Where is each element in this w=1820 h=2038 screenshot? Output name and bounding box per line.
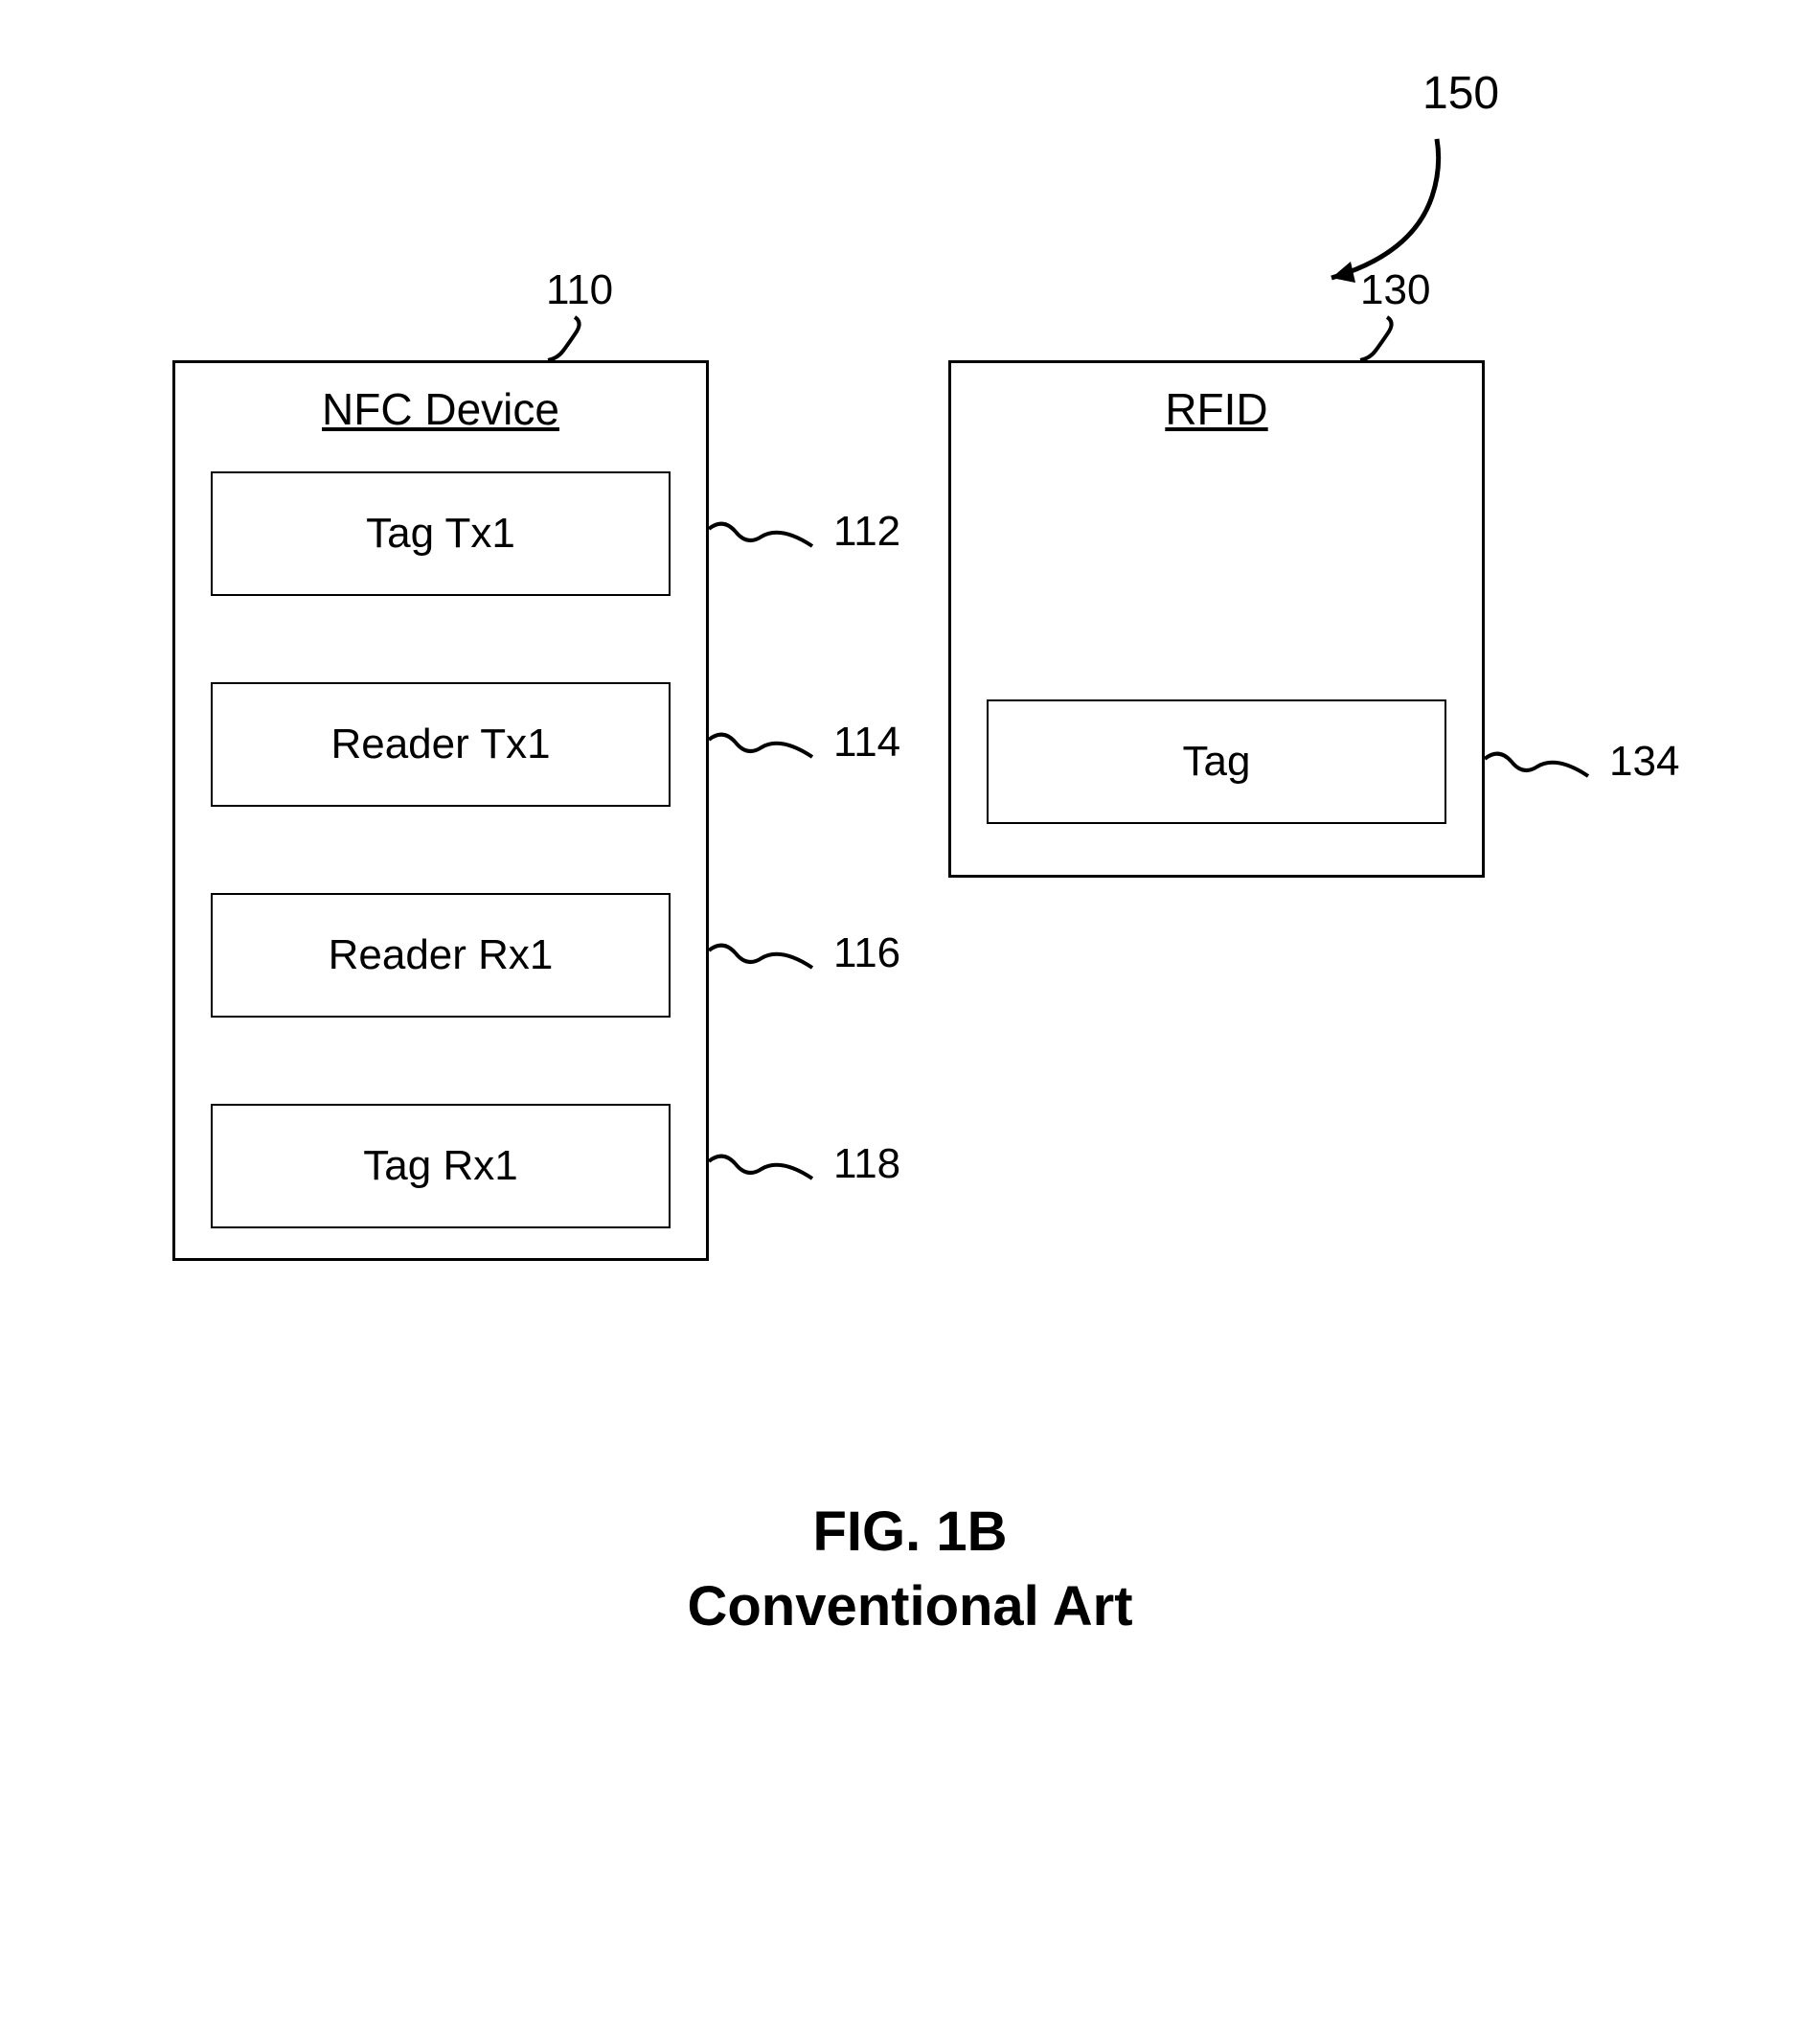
nfc-item-reader-tx1-label: Reader Tx1 [330, 721, 550, 768]
nfc-device-title: NFC Device [172, 383, 709, 435]
figure-ref-arrow [1303, 120, 1456, 273]
nfc-item-tag-rx1: Tag Rx1 [211, 1104, 671, 1228]
rfid-ref-130: 130 [1360, 266, 1430, 314]
nfc-item-tag-tx1-label: Tag Tx1 [366, 510, 515, 558]
rfid-item-134-squiggle [1485, 747, 1600, 795]
figure-ref-150: 150 [1422, 67, 1499, 120]
nfc-item-114-squiggle [709, 728, 824, 776]
nfc-item-tag-tx1: Tag Tx1 [211, 471, 671, 596]
rfid-item-tag-label: Tag [1183, 738, 1251, 786]
nfc-item-reader-rx1-label: Reader Rx1 [329, 931, 554, 979]
nfc-ref-squiggle [536, 312, 594, 365]
nfc-item-reader-rx1: Reader Rx1 [211, 893, 671, 1018]
figure-caption-line1: FIG. 1B [0, 1495, 1820, 1569]
diagram-canvas: 150 NFC Device 110 Tag Tx1 112 Reader Tx… [0, 0, 1820, 2038]
nfc-item-reader-tx1: Reader Tx1 [211, 682, 671, 807]
nfc-ref-110: 110 [546, 266, 613, 314]
figure-caption: FIG. 1B Conventional Art [0, 1495, 1820, 1645]
nfc-item-116-squiggle [709, 939, 824, 987]
rfid-item-tag: Tag [987, 699, 1446, 824]
nfc-ref-118: 118 [833, 1140, 900, 1188]
rfid-title: RFID [948, 383, 1485, 435]
nfc-ref-114: 114 [833, 719, 900, 767]
rfid-ref-134: 134 [1609, 738, 1679, 786]
nfc-ref-112: 112 [833, 508, 900, 556]
rfid-ref-squiggle [1349, 312, 1406, 365]
nfc-item-tag-rx1-label: Tag Rx1 [363, 1142, 517, 1190]
nfc-item-112-squiggle [709, 517, 824, 565]
figure-caption-line2: Conventional Art [0, 1569, 1820, 1644]
nfc-item-118-squiggle [709, 1150, 824, 1198]
nfc-ref-116: 116 [833, 929, 900, 977]
